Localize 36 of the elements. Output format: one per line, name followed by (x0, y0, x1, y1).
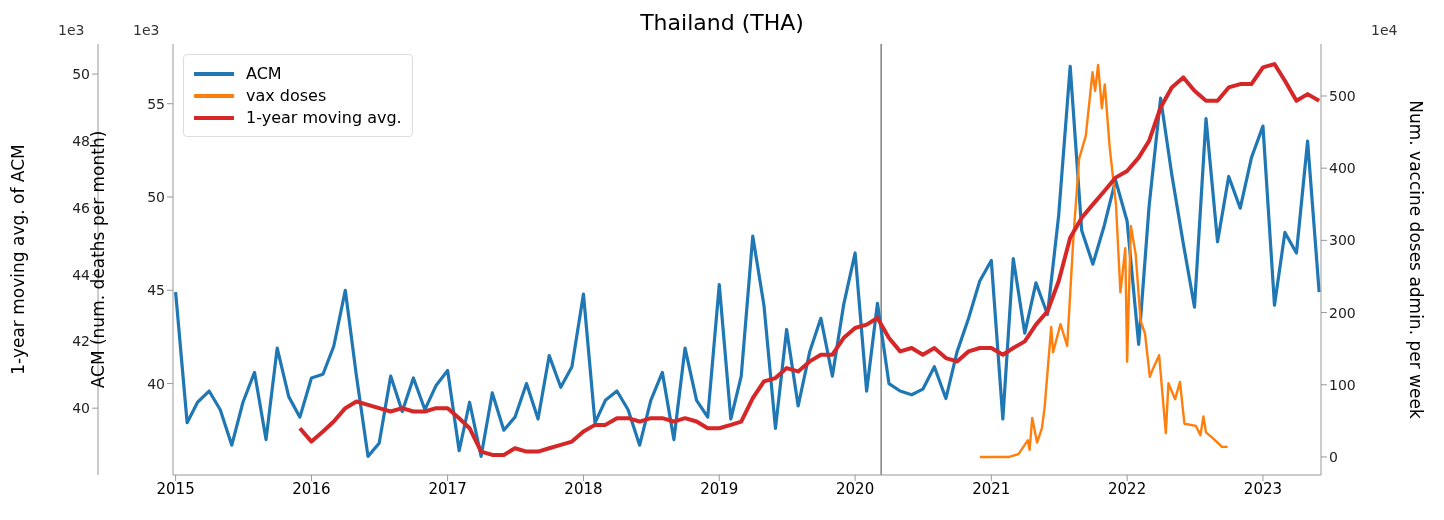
x-tick-label: 2019 (700, 479, 739, 498)
y-tick-label: 40 (147, 375, 165, 392)
y3-axis-title: 1-year moving avg. of ACM (8, 144, 29, 375)
legend-label: 1-year moving avg. (246, 108, 402, 127)
x-tick-label: 2022 (1108, 479, 1147, 498)
y-tick-label: 55 (147, 95, 165, 112)
y2-axis-title: Num. vaccine doses admin. per week (1405, 100, 1426, 419)
x-tick-label: 2018 (564, 479, 603, 498)
x-tick-label: 2015 (156, 479, 195, 498)
text: 1e3 (133, 22, 160, 38)
y3-tick-label: 46 (72, 199, 91, 216)
y-tick-label: 50 (147, 188, 165, 205)
y2-tick-label: 0 (1329, 448, 1338, 465)
y2-tick-label: 400 (1329, 160, 1356, 177)
y-tick-label: 45 (147, 282, 165, 299)
y3-tick-label: 42 (72, 333, 90, 350)
text: 1e3 (58, 22, 85, 38)
y2-tick-label: 500 (1329, 87, 1356, 104)
y2-tick-label: 300 (1329, 232, 1356, 249)
text: 1e4 (1371, 22, 1398, 38)
x-tick-label: 2020 (836, 479, 875, 498)
y2-tick-label: 200 (1329, 304, 1356, 321)
y3-tick-label: 44 (72, 266, 91, 283)
y3-tick-label: 48 (72, 132, 90, 149)
x-tick-label: 2021 (972, 479, 1011, 498)
x-tick-label: 2017 (428, 479, 467, 498)
line-series (978, 63, 1229, 459)
x-tick-label: 2016 (292, 479, 331, 498)
x-tick-label: 2023 (1243, 479, 1283, 498)
y3-tick-label: 50 (72, 66, 90, 83)
y3-tick-label: 40 (72, 400, 90, 417)
chart-title: Thailand (THA) (640, 10, 804, 35)
y2-tick-label: 100 (1329, 376, 1356, 393)
legend-label: ACM (246, 64, 282, 83)
legend-label: vax doses (246, 86, 327, 105)
y-axis-title: ACM (num. deaths per month) (88, 130, 109, 389)
